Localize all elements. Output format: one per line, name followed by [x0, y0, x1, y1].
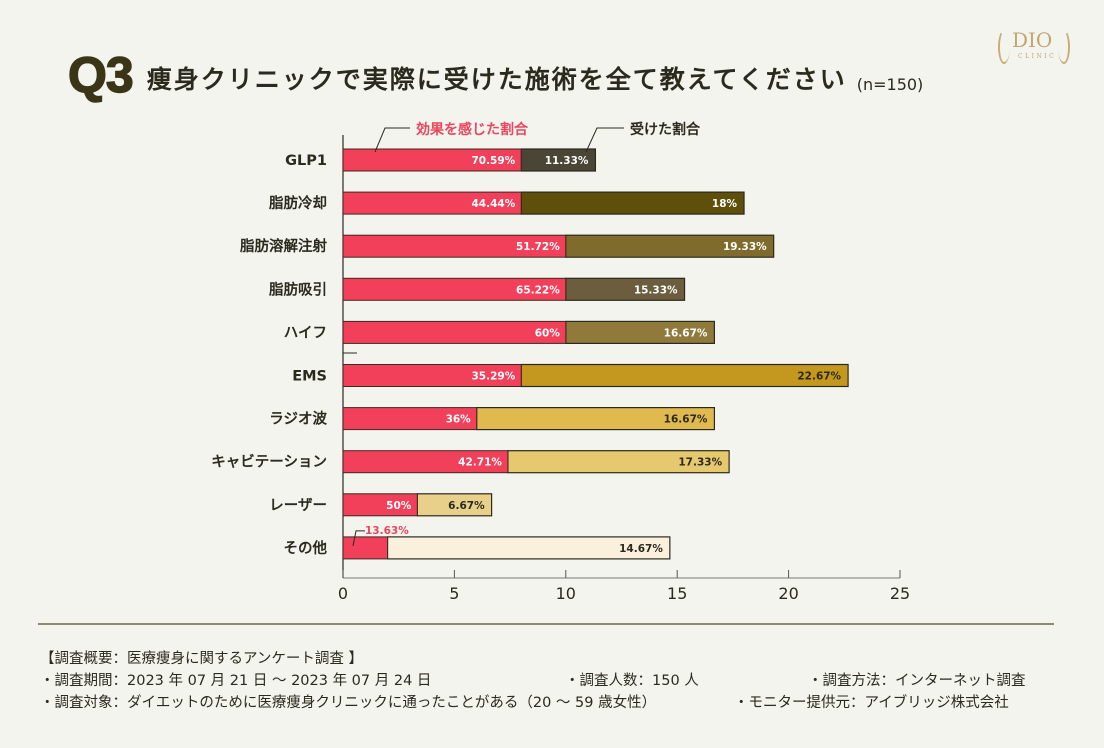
legend-effect-callout [374, 127, 410, 153]
category-label: レーザー [269, 497, 327, 514]
effect-value-label: 35.29% [472, 371, 516, 383]
stacked-bar-chart: 0 5 10 15 20 25 GLP1 11.33% 70.59% 脂肪冷却 18% 44.44% 脂… [211, 121, 910, 603]
notes-method: ・調査方法：インターネット調査 [808, 673, 1026, 689]
category-label: ハイフ [284, 325, 327, 341]
x-tick-label: 20 [778, 584, 798, 603]
received-value-label: 22.67% [797, 371, 841, 383]
category-label: ラジオ波 [269, 410, 327, 428]
effect-value-label: 44.44% [471, 198, 515, 210]
x-tick-label: 10 [556, 584, 576, 603]
received-value-label: 11.33% [545, 155, 589, 167]
received-value-label: 6.67% [448, 500, 485, 512]
question-header: Q3 痩身クリニックで実際に受けた施術を全て教えてください (n=150) [67, 40, 924, 103]
effect-callout-line [352, 530, 365, 546]
bar-effect-segment [342, 320, 567, 344]
x-tick-label: 0 [338, 584, 348, 603]
category-label: その他 [284, 539, 328, 557]
effect-value-label: 42.71% [458, 457, 502, 469]
received-value-label: 19.33% [723, 241, 767, 253]
effect-value-label: 60% [535, 327, 561, 339]
logo-wing-right-icon [1058, 30, 1070, 64]
bar-effect-segment [342, 536, 389, 560]
notes-count: ・調査人数：150 人 [565, 673, 699, 689]
effect-value-label: 36% [446, 414, 472, 426]
notes-heading: 【調査概要：医療痩身に関するアンケート調査 】 [40, 651, 364, 667]
bar-effect-segment [342, 450, 509, 474]
category-label: 脂肪吸引 [269, 280, 327, 298]
category-label: 脂肪溶解注射 [240, 237, 327, 255]
question-number: Q3 [67, 47, 134, 103]
effect-value-label: 70.59% [471, 155, 515, 167]
legend-received-callout [585, 127, 624, 153]
bar-effect-segment [342, 407, 478, 431]
bar-effect-segment [342, 277, 567, 301]
received-value-label: 16.67% [664, 327, 708, 339]
bar-effect-segment [342, 191, 522, 215]
x-tick-label: 15 [667, 584, 687, 603]
effect-value-label: 13.63% [365, 525, 409, 537]
survey-notes: 【調査概要：医療痩身に関するアンケート調査 】 ・調査期間：2023 年 07 … [40, 648, 1026, 714]
x-tick-label: 25 [890, 584, 910, 603]
legend-effect-label: 効果を感じた割合 [416, 121, 529, 138]
effect-value-label: 65.22% [516, 284, 560, 296]
bar-effect-segment [342, 493, 418, 517]
logo-brand: DIO [1012, 28, 1053, 52]
dio-clinic-logo: DIO CLINIC [996, 26, 1072, 66]
bar-effect-segment [342, 148, 522, 172]
x-tick-label: 5 [449, 584, 459, 603]
notes-target: ・調査対象：ダイエットのために医療痩身クリニックに通ったことがある（20 ～ 5… [40, 695, 657, 711]
received-value-label: 15.33% [634, 284, 678, 296]
category-label: 脂肪冷却 [269, 194, 327, 212]
received-value-label: 14.67% [619, 543, 663, 555]
notes-period: ・調査期間：2023 年 07 月 21 日 ～ 2023 年 07 月 24 … [40, 673, 432, 689]
received-value-label: 16.67% [664, 414, 708, 426]
category-label: EMS [292, 369, 327, 385]
question-title: 痩身クリニックで実際に受けた施術を全て教えてください [146, 65, 847, 94]
received-value-label: 17.33% [678, 457, 722, 469]
sample-size: (n=150) [856, 75, 924, 94]
legend-received-label: 受けた割合 [630, 121, 701, 138]
effect-value-label: 50% [386, 500, 412, 512]
category-label: キャビテーション [211, 454, 327, 471]
logo-wing-left-icon [998, 30, 1010, 64]
received-value-label: 18% [712, 198, 738, 210]
bar-received-segment [520, 191, 745, 215]
section-divider [38, 623, 1054, 625]
category-label: GLP1 [285, 153, 327, 169]
bar-effect-segment [342, 364, 522, 387]
notes-provider: ・モニター提供元：アイブリッジ株式会社 [734, 695, 1009, 711]
bar-effect-segment [342, 234, 567, 258]
effect-value-label: 51.72% [516, 241, 560, 253]
logo-sub: CLINIC [1018, 53, 1057, 60]
